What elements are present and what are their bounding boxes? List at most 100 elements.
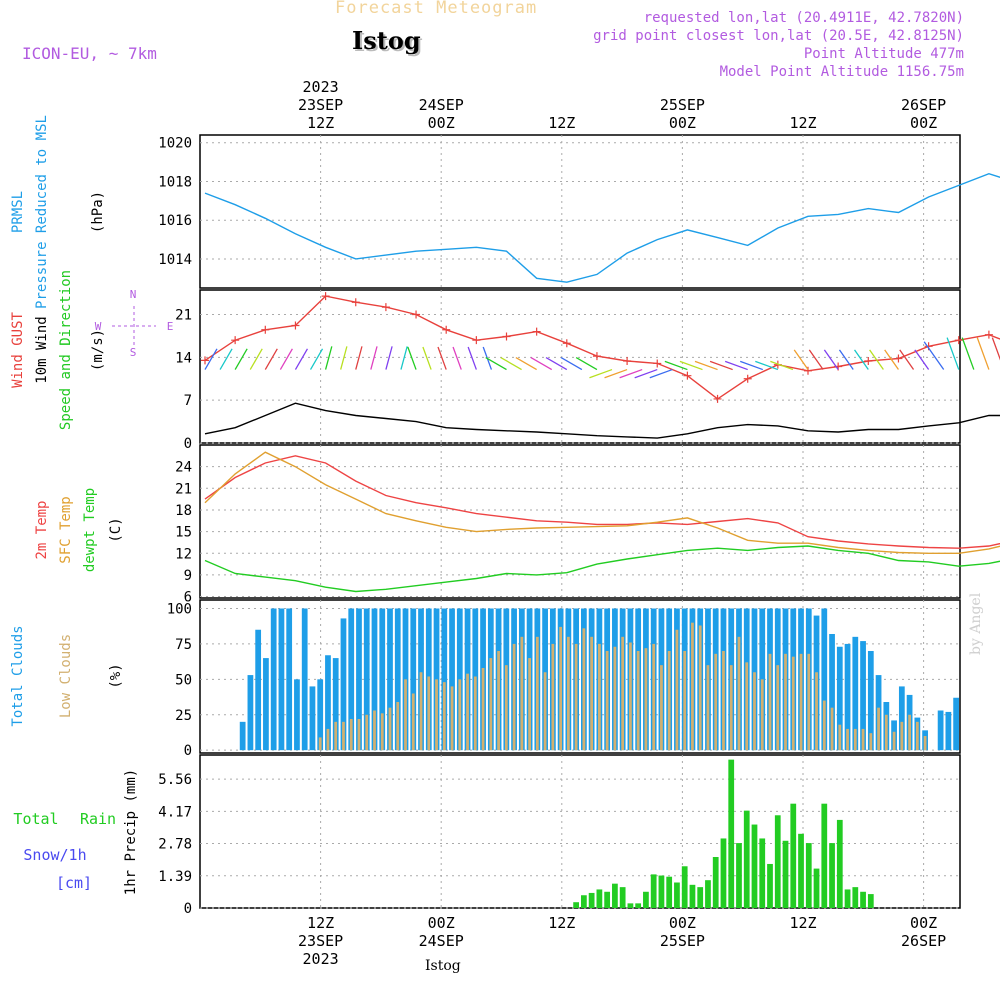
model-label: ICON-EU, ~ 7km xyxy=(22,44,157,63)
total-cloud-bar xyxy=(239,721,246,751)
rain-bar xyxy=(712,857,719,908)
wind-direction-arrow xyxy=(823,349,839,370)
rain-bar xyxy=(612,883,618,908)
total-cloud-bar xyxy=(309,686,316,751)
wind-direction-arrow xyxy=(234,348,248,370)
wind-direction-arrow xyxy=(485,356,507,371)
low-cloud-bar xyxy=(892,731,896,751)
y-tick-label: 15 xyxy=(175,525,192,541)
low-cloud-bar xyxy=(722,651,725,751)
wind-direction-arrow xyxy=(619,368,643,379)
wind-direction-arrow xyxy=(946,337,960,370)
gust-marker xyxy=(291,321,300,330)
low-cloud-bar xyxy=(737,636,741,751)
total-cloud-bar xyxy=(441,608,448,751)
rain-bar xyxy=(860,891,866,908)
compass-n: N xyxy=(130,288,137,301)
wind-direction-arrow xyxy=(694,360,718,371)
gust-marker xyxy=(502,332,511,341)
low-cloud-bar xyxy=(334,721,338,751)
wind-direction-arrow xyxy=(400,346,408,370)
pressure-label-2: Pressure Reduced to MSL xyxy=(34,115,50,309)
gust-marker xyxy=(592,352,601,361)
rain-bar xyxy=(627,903,634,908)
top-time-label: 00Z xyxy=(428,114,455,132)
y-tick-label: 1.39 xyxy=(158,869,192,885)
total-cloud-bar xyxy=(410,608,417,751)
temp-unit: (C) xyxy=(108,517,124,542)
wind-direction-arrow xyxy=(923,341,945,370)
low-cloud-bar xyxy=(442,682,446,751)
gust-marker xyxy=(442,325,451,334)
total-cloud-bar xyxy=(270,608,277,751)
snow-unit: [cm] xyxy=(56,874,92,892)
low-cloud-bar xyxy=(481,668,485,751)
gust-marker xyxy=(804,366,812,375)
low-cloud-bar xyxy=(590,636,594,751)
rain-bar xyxy=(619,887,626,908)
wind-direction-arrow xyxy=(854,349,869,370)
wind-direction-arrow xyxy=(437,346,447,370)
bottom-time-label: 00Z xyxy=(669,914,696,932)
gust-marker xyxy=(562,339,571,348)
gust-line xyxy=(204,295,1000,400)
y-tick-label: 0 xyxy=(184,743,192,759)
pressure-unit: (hPa) xyxy=(90,191,106,233)
bottom-time-label: 24SEP xyxy=(419,932,464,950)
low-cloud-bar xyxy=(799,653,803,751)
wind-direction-arrow xyxy=(679,360,703,371)
low-cloud-bar xyxy=(784,653,787,751)
wind-direction-arrow xyxy=(604,368,628,379)
gust-marker xyxy=(864,356,873,365)
wind-direction-arrow xyxy=(770,360,794,371)
wind-direction-arrow xyxy=(575,356,598,371)
low-cloud-bar xyxy=(528,658,531,751)
y-tick-label: 25 xyxy=(175,708,192,724)
low-cloud-bar xyxy=(869,733,873,751)
wind-direction-arrow xyxy=(649,368,673,379)
wind-direction-arrow xyxy=(515,356,537,371)
wind-unit: (m/s) xyxy=(90,329,106,371)
wind-direction-arrow xyxy=(884,349,899,370)
wind-direction-arrow xyxy=(740,360,763,371)
y-tick-label: 21 xyxy=(175,481,192,497)
bottom-time-label: 00Z xyxy=(910,914,937,932)
bottom-time-label: 26SEP xyxy=(901,932,946,950)
total-cloud-bar xyxy=(867,651,874,751)
model-point-altitude: Model Point Altitude 1156.75m xyxy=(719,64,964,80)
rain-bar xyxy=(751,824,758,908)
wind-direction-arrow xyxy=(422,346,432,370)
gust-marker xyxy=(201,356,209,365)
total-cloud-bar xyxy=(379,608,386,751)
wind-direction-arrow xyxy=(264,348,278,370)
wind-speed-line xyxy=(204,402,1000,439)
low-cloud-bar xyxy=(326,728,330,751)
low-cloud-bar xyxy=(566,636,570,751)
rain-bar xyxy=(689,884,696,908)
bottom-time-label: 2023 xyxy=(303,950,339,968)
low-cloud-bar xyxy=(745,662,749,751)
total-cloud-bar xyxy=(363,608,370,751)
panel-frame xyxy=(199,134,961,289)
rain-bar xyxy=(573,902,579,908)
y-tick-label: 50 xyxy=(175,672,192,688)
dewpoint-line xyxy=(204,545,1000,593)
low-cloud-bar xyxy=(598,643,601,751)
low-clouds-label: Low Clouds xyxy=(58,634,74,718)
wind-direction-arrow xyxy=(755,360,779,371)
low-cloud-bar xyxy=(753,672,756,751)
low-cloud-bar xyxy=(760,679,764,751)
total-cloud-bar xyxy=(255,629,262,751)
total-cloud-bar xyxy=(829,634,835,751)
low-cloud-bar xyxy=(380,713,384,751)
rain-bar xyxy=(588,892,595,908)
low-cloud-bar xyxy=(396,702,400,751)
wind-direction-arrow xyxy=(838,349,854,370)
rain-bar xyxy=(867,894,874,908)
top-time-label: 2023 xyxy=(303,78,339,96)
low-cloud-bar xyxy=(520,636,524,751)
low-cloud-bar xyxy=(411,693,415,751)
total-cloud-bar xyxy=(844,643,851,751)
total-cloud-bar xyxy=(332,658,339,751)
